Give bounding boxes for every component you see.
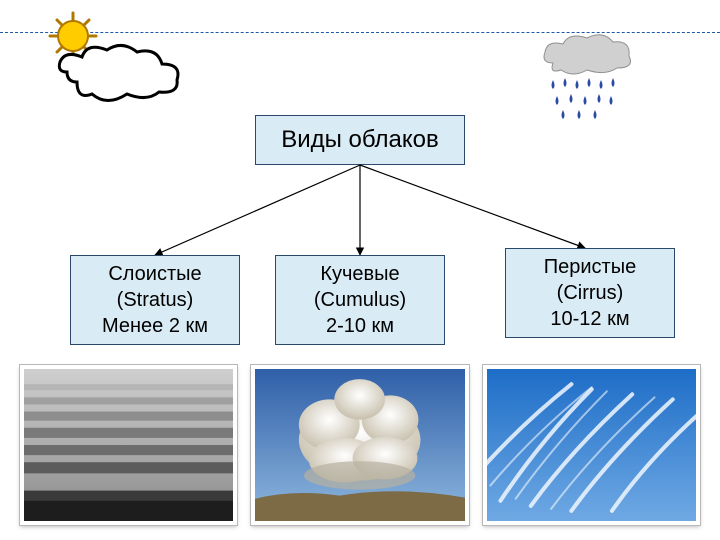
cloud-type-cumulus: Кучевые (Cumulus) 2-10 км (275, 255, 445, 345)
rain-cloud-icon (535, 28, 645, 128)
cloud-type-cirrus: Перистые (Cirrus) 10-12 км (505, 248, 675, 338)
photo-cirrus (483, 365, 700, 525)
stratus-altitude: Менее 2 км (71, 313, 239, 339)
photo-cumulus (251, 365, 468, 525)
cumulus-name-ru: Кучевые (276, 261, 444, 287)
cumulus-name-latin: (Cumulus) (276, 287, 444, 313)
photo-strip (20, 365, 700, 525)
photo-stratus (20, 365, 237, 525)
sun-cloud-icon (35, 10, 190, 110)
cirrus-name-latin: (Cirrus) (506, 280, 674, 306)
cirrus-name-ru: Перистые (506, 254, 674, 280)
diagram-title: Виды облаков (255, 115, 465, 165)
stratus-name-latin: (Stratus) (71, 287, 239, 313)
stratus-name-ru: Слоистые (71, 261, 239, 287)
cloud-type-stratus: Слоистые (Stratus) Менее 2 км (70, 255, 240, 345)
cumulus-altitude: 2-10 км (276, 313, 444, 339)
cirrus-altitude: 10-12 км (506, 306, 674, 332)
